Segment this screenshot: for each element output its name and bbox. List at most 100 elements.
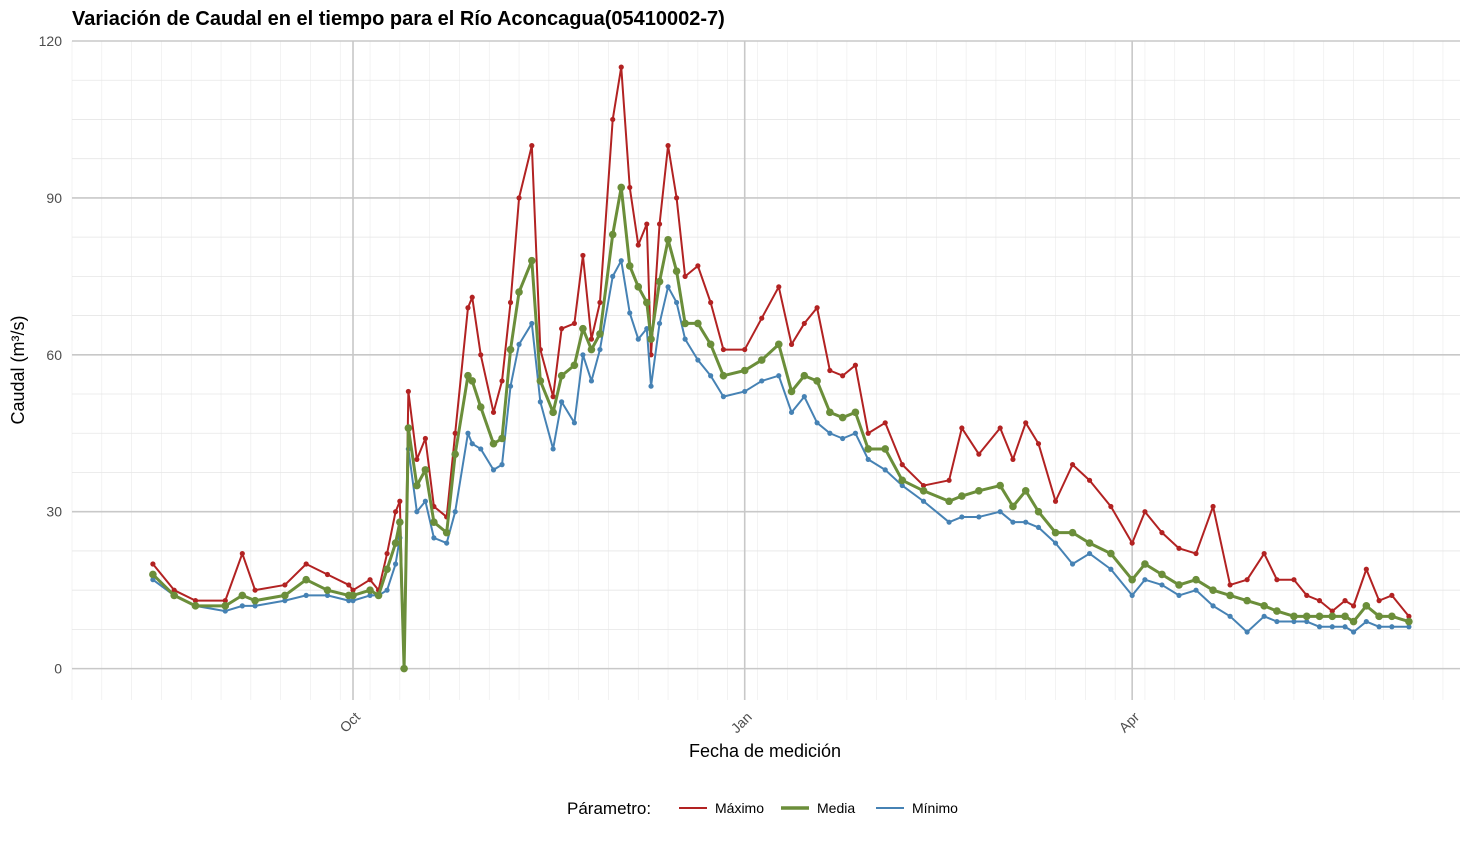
data-point-media bbox=[1192, 575, 1200, 584]
data-point-maximo bbox=[571, 320, 578, 327]
data-point-media bbox=[1068, 528, 1077, 537]
series-minimo bbox=[150, 258, 1412, 672]
data-point-media bbox=[1349, 617, 1358, 626]
data-point-minimo bbox=[550, 446, 556, 452]
data-point-maximo bbox=[1193, 550, 1199, 557]
data-point-maximo bbox=[1227, 582, 1233, 588]
data-point-minimo bbox=[282, 598, 288, 604]
data-point-minimo bbox=[597, 346, 603, 353]
data-point-minimo bbox=[759, 378, 765, 384]
data-point-maximo bbox=[516, 195, 522, 201]
x-tick-label: Apr bbox=[1116, 709, 1143, 736]
data-point-maximo bbox=[742, 346, 748, 353]
data-point-minimo bbox=[1129, 592, 1135, 598]
data-point-maximo bbox=[1350, 603, 1357, 609]
data-point-maximo bbox=[559, 326, 565, 332]
data-point-media bbox=[1209, 586, 1217, 594]
data-point-minimo bbox=[252, 603, 258, 609]
data-point-media bbox=[1328, 612, 1337, 621]
data-point-media bbox=[1107, 549, 1115, 558]
data-point-maximo bbox=[644, 221, 650, 227]
data-point-maximo bbox=[367, 577, 373, 583]
legend-label-media: Media bbox=[817, 800, 855, 816]
data-point-minimo bbox=[1329, 624, 1335, 630]
data-point-maximo bbox=[682, 273, 688, 279]
data-point-media bbox=[506, 345, 515, 354]
data-point-media bbox=[421, 466, 430, 474]
data-point-maximo bbox=[840, 373, 846, 379]
legend-items: Máximo Media Mínimo bbox=[679, 800, 958, 816]
x-axis-title: Fecha de medición bbox=[689, 741, 841, 761]
data-point-media bbox=[617, 183, 626, 192]
data-point-maximo bbox=[350, 587, 356, 593]
data-point-maximo bbox=[550, 394, 556, 400]
data-point-minimo bbox=[392, 561, 399, 567]
data-point-media bbox=[919, 486, 928, 495]
data-point-media bbox=[191, 602, 200, 610]
data-point-maximo bbox=[1291, 577, 1297, 583]
data-point-media bbox=[787, 387, 796, 396]
data-point-maximo bbox=[384, 550, 390, 557]
data-point-media bbox=[596, 330, 604, 338]
data-point-maximo bbox=[1052, 498, 1059, 504]
y-tick-label: 60 bbox=[46, 347, 62, 363]
data-point-maximo bbox=[1108, 503, 1114, 510]
data-point-maximo bbox=[946, 477, 952, 483]
data-point-minimo bbox=[627, 310, 633, 316]
data-point-minimo bbox=[303, 592, 309, 598]
data-point-maximo bbox=[618, 64, 624, 70]
data-point-minimo bbox=[422, 498, 428, 504]
data-point-minimo bbox=[499, 462, 505, 468]
legend-label-minimo: Mínimo bbox=[912, 800, 958, 816]
data-point-maximo bbox=[776, 284, 782, 290]
data-point-minimo bbox=[384, 587, 390, 593]
data-point-media bbox=[1375, 612, 1383, 621]
data-point-minimo bbox=[1069, 561, 1076, 567]
data-point-media bbox=[238, 591, 247, 600]
data-point-minimo bbox=[1227, 613, 1233, 619]
data-point-maximo bbox=[695, 263, 701, 269]
data-point-maximo bbox=[708, 299, 714, 306]
data-point-maximo bbox=[392, 509, 399, 515]
data-point-minimo bbox=[959, 514, 965, 520]
data-point-maximo bbox=[282, 582, 288, 588]
data-point-minimo bbox=[1159, 582, 1165, 588]
data-point-media bbox=[975, 486, 983, 495]
data-point-media bbox=[664, 235, 672, 244]
data-point-minimo bbox=[1376, 624, 1382, 630]
data-point-media bbox=[323, 586, 332, 594]
data-point-media bbox=[719, 371, 728, 380]
data-point-minimo bbox=[997, 509, 1003, 515]
data-point-media bbox=[515, 288, 523, 296]
data-point-minimo bbox=[708, 373, 714, 379]
data-point-minimo bbox=[431, 535, 437, 541]
data-point-media bbox=[681, 319, 689, 328]
data-point-media bbox=[655, 277, 664, 286]
data-point-minimo bbox=[324, 592, 331, 598]
data-point-maximo bbox=[882, 420, 888, 426]
data-point-minimo bbox=[665, 284, 671, 290]
data-point-minimo bbox=[239, 603, 245, 609]
data-point-minimo bbox=[814, 420, 820, 426]
data-point-minimo bbox=[516, 341, 522, 347]
data-point-maximo bbox=[346, 582, 352, 588]
data-point-media bbox=[383, 565, 391, 574]
data-point-minimo bbox=[367, 592, 373, 598]
data-point-maximo bbox=[1069, 462, 1076, 468]
data-point-minimo bbox=[865, 456, 871, 463]
data-point-minimo bbox=[1086, 550, 1093, 557]
data-point-maximo bbox=[422, 435, 428, 442]
data-point-maximo bbox=[801, 320, 807, 327]
data-point-media bbox=[221, 602, 230, 610]
data-point-media bbox=[642, 298, 651, 307]
data-point-maximo bbox=[1304, 592, 1310, 598]
data-point-minimo bbox=[537, 399, 543, 405]
data-point-media bbox=[740, 366, 749, 375]
data-point-media bbox=[349, 591, 357, 600]
data-point-maximo bbox=[507, 299, 514, 306]
data-point-media bbox=[1388, 612, 1396, 621]
data-point-maximo bbox=[665, 143, 671, 149]
data-point-maximo bbox=[1363, 566, 1369, 572]
data-point-media bbox=[1175, 581, 1183, 589]
y-axis-title: Caudal (m³/s) bbox=[8, 315, 28, 424]
